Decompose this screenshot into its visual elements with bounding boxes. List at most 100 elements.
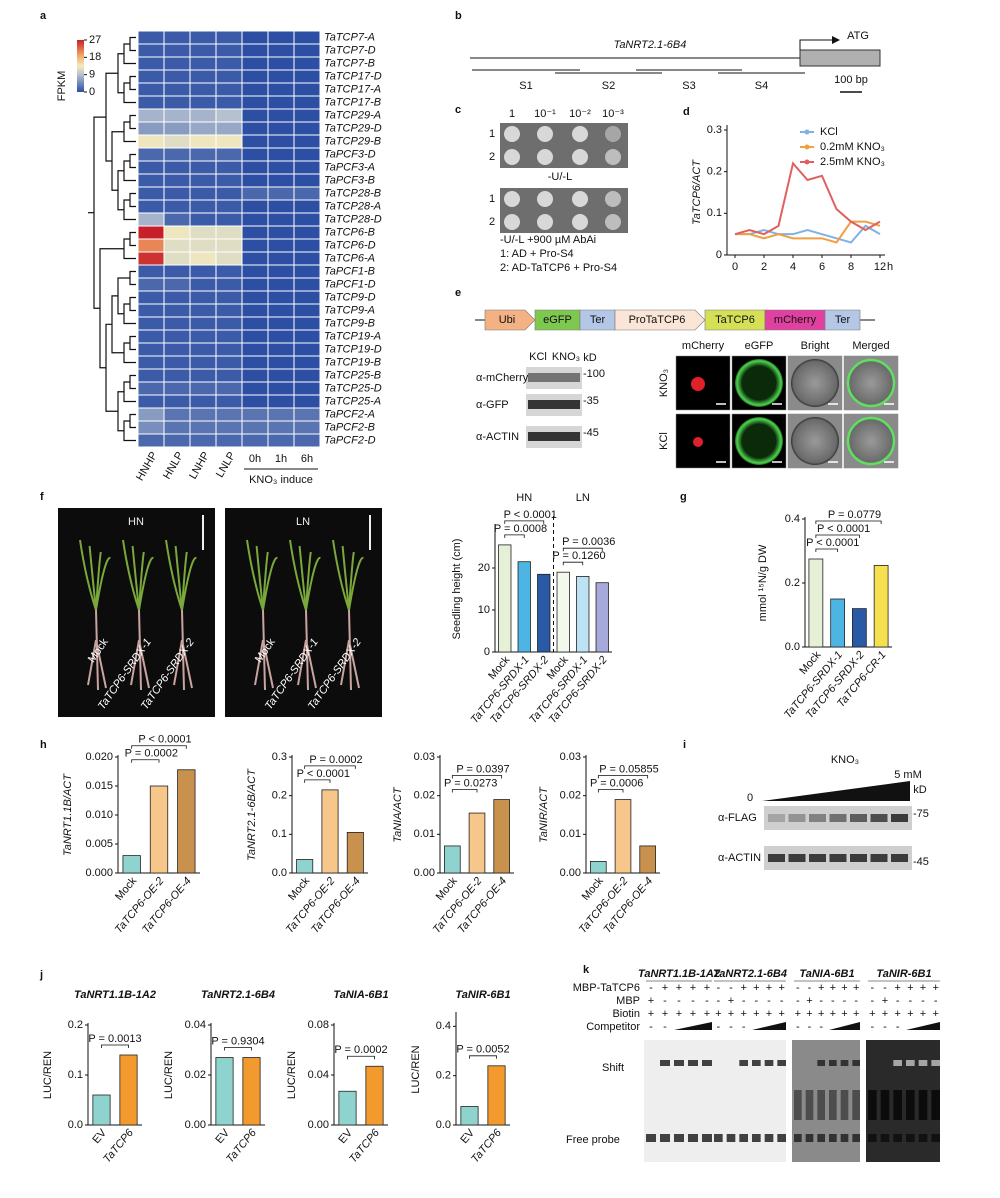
heatmap-cell [293, 212, 321, 227]
row-label: TaTCP28-A [324, 200, 381, 212]
sign: - [870, 982, 874, 994]
colony [605, 191, 621, 207]
sign: + [704, 1008, 710, 1020]
y-tick-label: 0.4 [436, 1020, 451, 1032]
gel [712, 1040, 786, 1162]
row-label: TaTCP28-B [324, 187, 381, 199]
free-probe-band [805, 1134, 814, 1142]
sign: - [716, 982, 720, 994]
legend-dot [804, 159, 810, 165]
fragment-label: S3 [682, 80, 695, 92]
y-tick-label: 0.2 [272, 790, 287, 802]
heatmap-cell [163, 186, 191, 201]
heatmap-cell [189, 381, 217, 396]
free-probe-band [931, 1134, 940, 1142]
bar [498, 544, 512, 653]
heatmap-cell [189, 303, 217, 318]
plant-leaf [88, 545, 97, 611]
heatmap-cell [137, 381, 165, 396]
heatmap-cell [241, 277, 269, 292]
significance-bracket [347, 1055, 375, 1060]
sign: + [662, 982, 668, 994]
heatmap-cell [293, 186, 321, 201]
heatmap-cell [241, 43, 269, 58]
bar [296, 859, 314, 874]
sign: + [690, 1008, 696, 1020]
panel-letter: c [455, 104, 461, 116]
heatmap-cell [215, 173, 243, 188]
y-axis-label: Seedling height (cm) [451, 539, 463, 640]
heatmap-cell [215, 43, 243, 58]
bar [830, 598, 845, 648]
significance-bracket [815, 534, 860, 538]
panel-letter: k [583, 964, 590, 976]
heatmap-cell [163, 199, 191, 214]
probe-label: TaNRT1.1B-1A2 [638, 968, 720, 980]
y-tick-label: 0.00 [414, 867, 435, 879]
heatmap-cell [189, 264, 217, 279]
heatmap-cell [137, 30, 165, 45]
heatmap-cell [293, 56, 321, 71]
heatmap-cell [163, 251, 191, 266]
gel [792, 1040, 860, 1162]
bar [338, 1090, 357, 1126]
bar [576, 576, 590, 653]
chart-title: TaNRT2.1-6B4 [201, 989, 275, 1001]
colony [572, 214, 588, 230]
sign: - [705, 995, 709, 1007]
heatmap-cell [241, 56, 269, 71]
heatmap-cell [189, 433, 217, 448]
free-probe-band [906, 1134, 915, 1142]
shift-band [764, 1060, 774, 1066]
fragment-label: S1 [519, 80, 532, 92]
signal [735, 417, 783, 465]
heatmap-cell [189, 238, 217, 253]
row-label: KNO₃ [658, 369, 670, 397]
row-label: MBP [616, 995, 640, 1007]
heatmap-cell [163, 212, 191, 227]
construct-element [824, 309, 861, 331]
free-probe-band [840, 1134, 849, 1142]
bar [444, 845, 461, 874]
plate-label: -U/-L [548, 171, 572, 183]
row-label: 2 [489, 151, 495, 163]
lane-label: KCl [529, 351, 547, 363]
smear [893, 1090, 902, 1120]
photo-label: LN [296, 516, 310, 528]
heatmap-cell [293, 121, 321, 136]
channel-label: Merged [852, 340, 889, 352]
colony [572, 149, 588, 165]
heatmap-cell [163, 147, 191, 162]
row-label: TaTCP17-A [324, 83, 381, 95]
smear [852, 1090, 860, 1120]
dose-label: 5 mM [894, 769, 922, 781]
free-probe-band [829, 1134, 837, 1142]
plant-root [297, 609, 317, 691]
y-axis-label: TaNRT2.1-6B/ACT [246, 768, 258, 861]
heatmap-cell [215, 368, 243, 383]
row-label: TaTCP29-A [324, 109, 381, 121]
shift-band [931, 1060, 940, 1066]
heatmap-cell [267, 264, 295, 279]
row-label: TaTCP19-D [324, 343, 382, 355]
plant-leaf [246, 539, 264, 611]
gene-body [799, 49, 881, 67]
shift-band [688, 1060, 698, 1066]
heatmap-cell [163, 381, 191, 396]
heatmap-cell [137, 264, 165, 279]
smear [805, 1090, 814, 1120]
colony [504, 214, 520, 230]
heatmap-cell [137, 407, 165, 422]
heatmap-cell [189, 277, 217, 292]
significance-bracket [304, 765, 356, 769]
band [809, 814, 826, 822]
sign: + [882, 1008, 888, 1020]
plant-root [254, 609, 274, 691]
heatmap-cell [215, 56, 243, 71]
heatmap-cell [293, 199, 321, 214]
heatmap-cell [163, 368, 191, 383]
gene-label: TaNRT2.1-6B4 [614, 39, 687, 51]
y-tick-label: 0.0 [68, 1119, 83, 1131]
heatmap-cell [241, 329, 269, 344]
construct-label: Ter [835, 314, 851, 326]
